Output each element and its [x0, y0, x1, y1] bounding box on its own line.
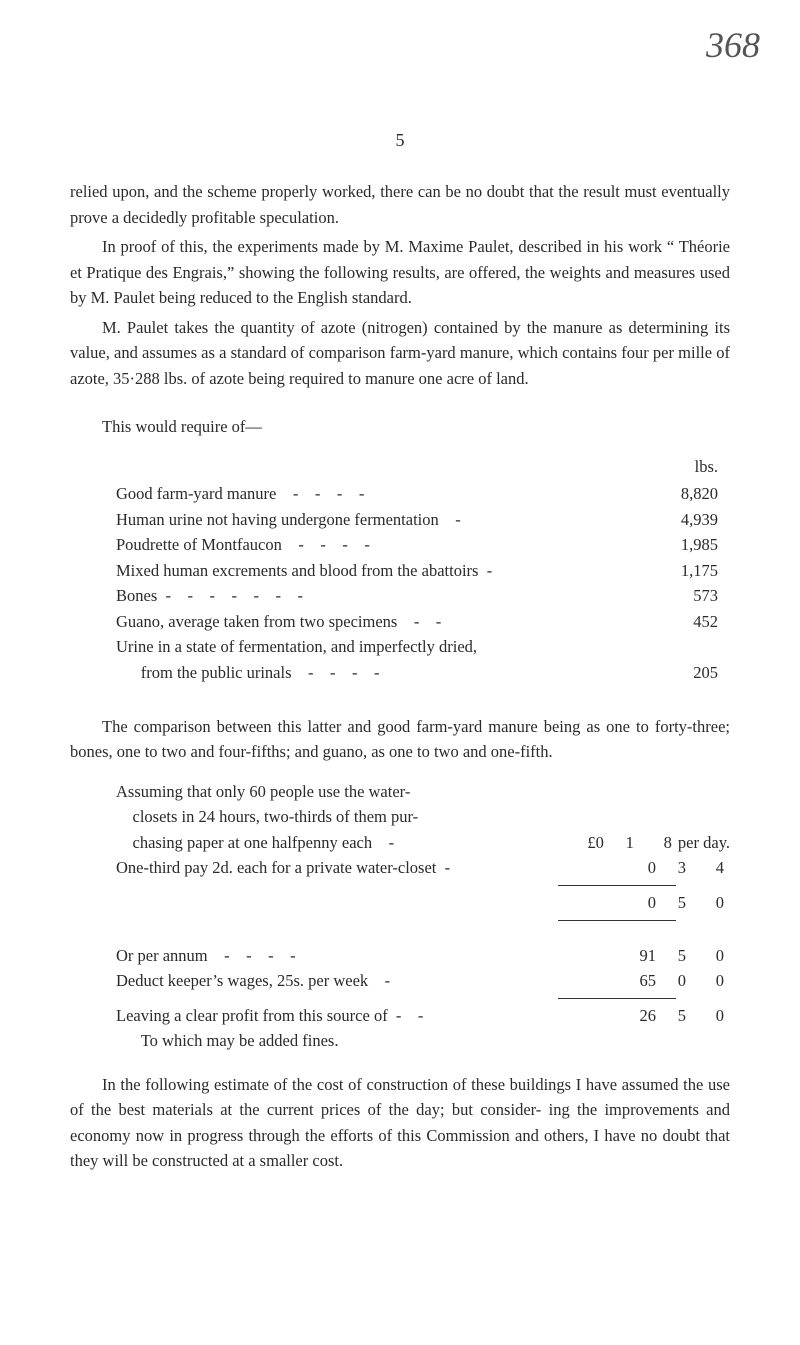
- row-label: Guano, average taken from two specimens …: [116, 609, 640, 635]
- calc-label: chasing paper at one halfpenny each -: [116, 830, 554, 856]
- calc-row: chasing paper at one halfpenny each - £0…: [116, 830, 730, 856]
- row-value: 205: [648, 660, 730, 686]
- calc-row: Or per annum - - - - 91 5 0: [116, 943, 730, 969]
- row-label: Mixed human excrements and blood from th…: [116, 558, 640, 584]
- calc-col2: 1: [604, 830, 634, 856]
- calc-col3: 4: [686, 855, 724, 881]
- printed-page-number: 5: [70, 0, 730, 151]
- calc-label: One-third pay 2d. each for a private wat…: [116, 855, 606, 881]
- horizontal-rule: [116, 994, 730, 1003]
- row-label: from the public urinals - - - -: [116, 660, 640, 686]
- calc-col3: 0: [686, 943, 724, 969]
- calc-label: closets in 24 hours, two-thirds of them …: [116, 804, 606, 830]
- calc-col3: 8: [634, 830, 672, 856]
- calc-label: Leaving a clear profit from this source …: [116, 1003, 606, 1029]
- calc-col1: 0: [606, 855, 656, 881]
- handwritten-page-number: 368: [706, 24, 760, 66]
- calc-note: per day.: [678, 830, 730, 856]
- row-value: 8,820: [648, 481, 730, 507]
- calculation-table: Assuming that only 60 people use the wat…: [116, 779, 730, 1054]
- document-page: 368 5 relied upon, and the scheme proper…: [0, 0, 800, 1345]
- row-label: Human urine not having undergone ferment…: [116, 507, 640, 533]
- lbs-header: lbs.: [116, 457, 730, 477]
- paragraph-5: In the following estimate of the cost of…: [70, 1072, 730, 1174]
- calc-label: To which may be added fines.: [116, 1028, 606, 1054]
- row-value: 573: [648, 583, 730, 609]
- row-value: 452: [648, 609, 730, 635]
- calc-col1: 26: [606, 1003, 656, 1029]
- calc-col2: 5: [656, 943, 686, 969]
- calc-col3: 0: [686, 968, 724, 994]
- row-label: Urine in a state of fermentation, and im…: [116, 634, 640, 660]
- calc-col1: £0: [554, 830, 604, 856]
- row-label: Poudrette of Montfaucon - - - -: [116, 532, 640, 558]
- row-value: 1,985: [648, 532, 730, 558]
- table-row: Human urine not having undergone ferment…: [116, 507, 730, 533]
- table-row: Urine in a state of fermentation, and im…: [116, 634, 730, 660]
- calc-col2: 5: [656, 890, 686, 916]
- table-row: from the public urinals - - - - 205: [116, 660, 730, 686]
- row-label: Bones - - - - - - -: [116, 583, 640, 609]
- calc-col1: 0: [606, 890, 656, 916]
- calc-row: One-third pay 2d. each for a private wat…: [116, 855, 730, 881]
- calc-row: To which may be added fines.: [116, 1028, 730, 1054]
- paragraph-3: M. Paulet takes the quantity of azote (n…: [70, 315, 730, 392]
- horizontal-rule: [116, 881, 730, 890]
- calc-row: Assuming that only 60 people use the wat…: [116, 779, 730, 805]
- calc-row-total: Leaving a clear profit from this source …: [116, 1003, 730, 1029]
- calc-col2: 3: [656, 855, 686, 881]
- calc-row: Deduct keeper’s wages, 25s. per week - 6…: [116, 968, 730, 994]
- require-intro: This would require of—: [70, 414, 730, 440]
- calc-col1: 65: [606, 968, 656, 994]
- calc-label: Assuming that only 60 people use the wat…: [116, 779, 606, 805]
- calc-col3: 0: [686, 890, 724, 916]
- calc-label: Deduct keeper’s wages, 25s. per week -: [116, 968, 606, 994]
- calc-col3: 0: [686, 1003, 724, 1029]
- table-row: Guano, average taken from two specimens …: [116, 609, 730, 635]
- calc-col2: 5: [656, 1003, 686, 1029]
- table-row: Bones - - - - - - - 573: [116, 583, 730, 609]
- calc-row-subtotal: 0 5 0: [116, 890, 730, 916]
- paragraph-2: In proof of this, the experiments made b…: [70, 234, 730, 311]
- paragraph-1: relied upon, and the scheme properly wor…: [70, 179, 730, 230]
- calc-label: Or per annum - - - -: [116, 943, 606, 969]
- row-label: Good farm-yard manure - - - -: [116, 481, 640, 507]
- table-row: Good farm-yard manure - - - - 8,820: [116, 481, 730, 507]
- requirements-table: lbs. Good farm-yard manure - - - - 8,820…: [116, 457, 730, 686]
- row-value: 1,175: [648, 558, 730, 584]
- table-row: Mixed human excrements and blood from th…: [116, 558, 730, 584]
- paragraph-4: The comparison between this latter and g…: [70, 714, 730, 765]
- calc-col1: 91: [606, 943, 656, 969]
- calc-col2: 0: [656, 968, 686, 994]
- table-row: Poudrette of Montfaucon - - - - 1,985: [116, 532, 730, 558]
- horizontal-rule: [116, 916, 730, 925]
- calc-row: closets in 24 hours, two-thirds of them …: [116, 804, 730, 830]
- row-value: 4,939: [648, 507, 730, 533]
